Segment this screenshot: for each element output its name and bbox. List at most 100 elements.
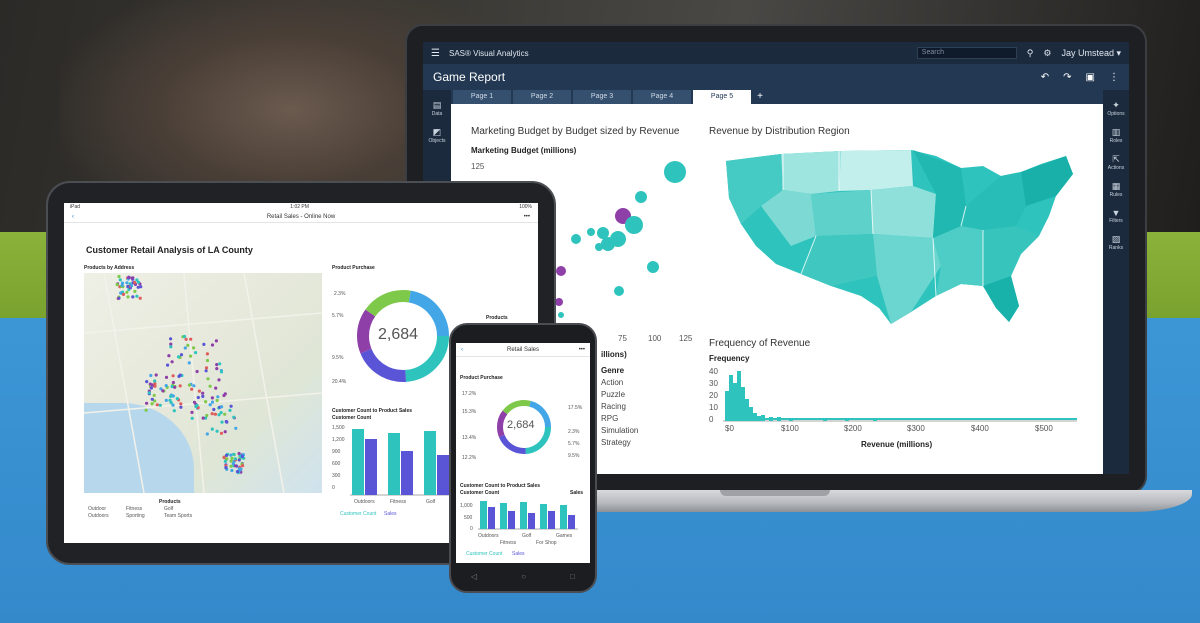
- tablet-report-title: Customer Retail Analysis of LA County: [86, 245, 253, 255]
- search-input[interactable]: Search: [916, 47, 1017, 59]
- bubble[interactable]: [595, 243, 603, 251]
- more-icon[interactable]: •••: [578, 347, 585, 353]
- map-point: [234, 426, 238, 430]
- add-tab-button[interactable]: +: [757, 91, 763, 102]
- map-legend-item[interactable]: Sporting: [126, 513, 145, 519]
- bubble[interactable]: [558, 312, 564, 318]
- bubble[interactable]: [647, 261, 659, 273]
- phone-nav-buttons: ◁ ○ □: [449, 572, 597, 581]
- more-icon[interactable]: •••: [523, 214, 530, 220]
- rail-roles[interactable]: ▥ Roles: [1103, 127, 1129, 144]
- bubble[interactable]: [597, 227, 609, 239]
- tab-page-4[interactable]: Page 4: [633, 90, 691, 104]
- map-point: [179, 402, 183, 406]
- legend-item-puzzle[interactable]: Puzzle: [601, 390, 626, 399]
- phone-bar-xtick: For Shop: [536, 540, 557, 546]
- histogram-xtick: $300: [907, 424, 925, 433]
- bubble[interactable]: [555, 298, 563, 306]
- map-legend-item[interactable]: Outdoor: [88, 506, 107, 512]
- map-legend-item[interactable]: Outdoors: [88, 513, 109, 519]
- phone-bar-legend-item[interactable]: Customer Count: [466, 551, 503, 557]
- tab-page-1[interactable]: Page 1: [453, 90, 511, 104]
- bubble[interactable]: [610, 231, 626, 247]
- tablet-bar-chart[interactable]: [350, 425, 460, 497]
- undo-icon[interactable]: ↶: [1040, 71, 1050, 83]
- histogram-xlabel: Revenue (millions): [861, 440, 933, 449]
- map-point: [126, 284, 130, 289]
- map-point: [173, 385, 177, 389]
- rail-actions[interactable]: ⇱ Actions: [1103, 154, 1129, 171]
- map-legend-item[interactable]: Team Sports: [164, 513, 193, 519]
- phone-home-button[interactable]: ○: [521, 572, 527, 581]
- phone-donut-tick: 12.2%: [462, 455, 477, 461]
- phone-donut-chart[interactable]: [492, 395, 556, 459]
- bubble[interactable]: [614, 286, 624, 296]
- bar-legend-item[interactable]: Customer Count: [340, 511, 377, 517]
- phone-bar-legend-item[interactable]: Sales: [512, 551, 525, 557]
- tablet-bar-ylabel: Customer Count: [332, 415, 372, 421]
- phone-bar-chart[interactable]: [478, 499, 578, 531]
- map-point: [224, 419, 228, 424]
- objects-icon: ◩: [432, 127, 442, 137]
- bubble[interactable]: [587, 228, 595, 236]
- us-region-map[interactable]: [721, 146, 1081, 326]
- map-point: [169, 342, 173, 346]
- map-point: [196, 395, 200, 400]
- phone-donut-tick: 13.4%: [462, 435, 477, 441]
- back-icon[interactable]: ‹: [461, 347, 463, 353]
- map-point: [150, 397, 154, 401]
- map-point: [192, 384, 196, 388]
- bubble[interactable]: [635, 191, 647, 203]
- legend-item-rpg[interactable]: RPG: [601, 414, 619, 423]
- more-vertical-icon[interactable]: ⋮: [1109, 71, 1119, 83]
- map-point: [170, 384, 174, 389]
- map-point: [121, 292, 126, 296]
- histogram-xtick: $0: [725, 424, 734, 433]
- user-menu[interactable]: Jay Umstead ▾: [1061, 47, 1121, 58]
- bar-legend-item[interactable]: Sales: [384, 511, 397, 517]
- map-point: [194, 351, 198, 355]
- redo-icon[interactable]: ↷: [1063, 71, 1072, 83]
- ranks-icon: ▨: [1111, 234, 1121, 244]
- bubble[interactable]: [664, 161, 686, 183]
- map-point: [224, 466, 228, 470]
- rail-options[interactable]: ✦ Options: [1103, 100, 1129, 117]
- rail-data[interactable]: ▤ Data: [423, 100, 451, 117]
- back-icon[interactable]: ‹: [72, 214, 74, 220]
- la-county-map[interactable]: [84, 273, 322, 493]
- legend-item-strategy[interactable]: Strategy: [601, 438, 631, 447]
- map-point: [210, 343, 215, 347]
- map-points: [84, 273, 322, 493]
- rail-filters[interactable]: ▼ Filters: [1103, 208, 1129, 224]
- legend-item-action[interactable]: Action: [601, 378, 624, 387]
- bubble[interactable]: [556, 266, 566, 276]
- bubble[interactable]: [571, 234, 581, 244]
- hamburger-menu-icon[interactable]: ☰: [431, 47, 440, 59]
- phone-recent-button[interactable]: □: [570, 572, 575, 581]
- bubble[interactable]: [633, 217, 641, 225]
- phone-back-button[interactable]: ◁: [471, 572, 478, 581]
- rail-ranks[interactable]: ▨ Ranks: [1103, 234, 1129, 251]
- map-point: [223, 412, 227, 416]
- legend-item-racing[interactable]: Racing: [601, 402, 626, 411]
- tab-page-5[interactable]: Page 5: [693, 90, 751, 104]
- tab-page-3[interactable]: Page 3: [573, 90, 631, 104]
- map-point: [145, 401, 149, 405]
- bubble-ytick: 125: [471, 162, 485, 171]
- map-legend-item[interactable]: Fitness: [126, 506, 143, 512]
- tab-page-2[interactable]: Page 2: [513, 90, 571, 104]
- rail-objects[interactable]: ◩ Objects: [423, 127, 451, 144]
- histogram-plot[interactable]: [723, 369, 1083, 424]
- save-icon[interactable]: ▣: [1085, 71, 1095, 83]
- tablet-donut-chart[interactable]: [348, 281, 458, 391]
- map-point: [214, 386, 218, 390]
- map-point: [153, 384, 157, 388]
- map-legend-item[interactable]: Golf: [164, 506, 174, 512]
- rail-rules[interactable]: ▦ Rules: [1103, 181, 1129, 198]
- legend-item-simulation[interactable]: Simulation: [601, 426, 639, 435]
- settings-icon[interactable]: ⚙: [1043, 47, 1052, 58]
- map-point: [153, 379, 157, 383]
- bubble-chart-plot[interactable]: [541, 159, 691, 329]
- search-icon[interactable]: ⚲: [1026, 47, 1034, 58]
- map-point: [235, 470, 240, 474]
